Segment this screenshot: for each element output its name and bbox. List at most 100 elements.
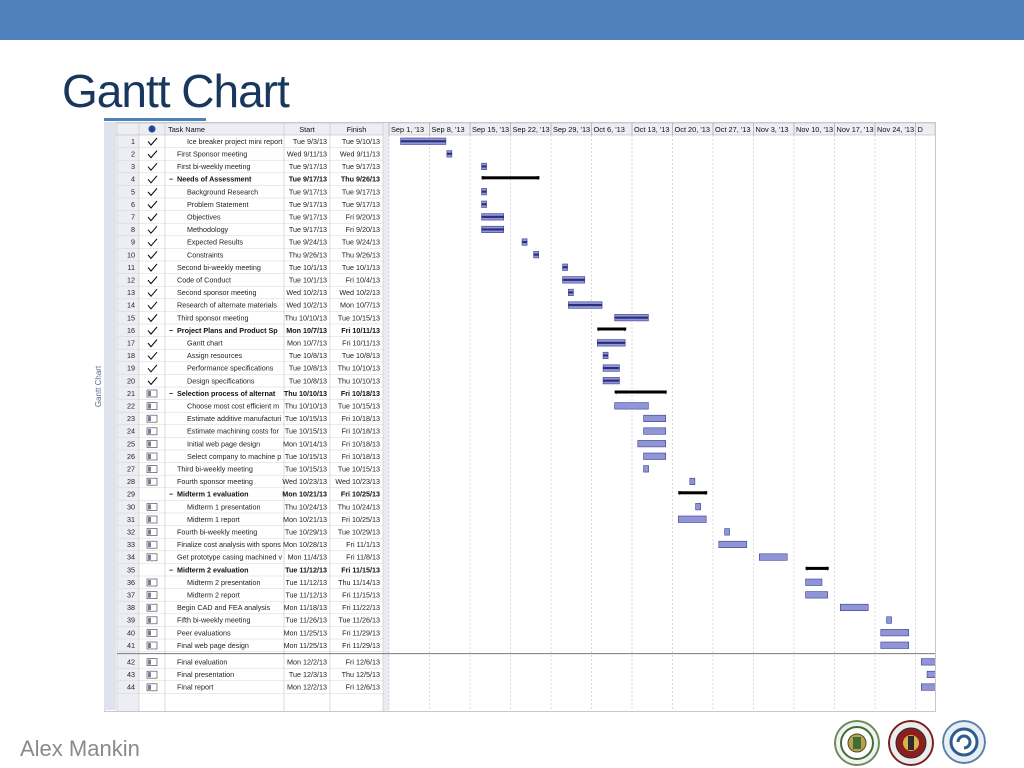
task-name: Estimate additive manufacturi xyxy=(187,414,282,423)
header-row-bg xyxy=(105,123,935,136)
task-start: Tue 10/15/13 xyxy=(285,452,327,461)
task-name: Performance specifications xyxy=(187,364,274,373)
task-name: Second sponsor meeting xyxy=(177,288,257,297)
week-header-label: Sep 8, '13 xyxy=(432,125,465,134)
task-start: Tue 10/29/13 xyxy=(285,528,327,537)
calendar-indicator-icon-detail xyxy=(148,592,151,598)
calendar-indicator-icon-detail xyxy=(148,630,151,636)
task-finish: Fri 10/18/13 xyxy=(342,414,380,423)
task-bar xyxy=(920,658,935,666)
task-progress-bar xyxy=(481,190,487,193)
task-id: 42 xyxy=(127,658,135,667)
calendar-indicator-icon xyxy=(146,477,158,486)
task-finish: Fri 10/25/13 xyxy=(342,515,380,524)
task-bar xyxy=(880,629,910,637)
task-finish: Fri 10/4/13 xyxy=(346,276,380,285)
task-id: 26 xyxy=(127,452,135,461)
task-id: 37 xyxy=(127,591,135,600)
task-id: 12 xyxy=(127,276,135,285)
summary-bar xyxy=(614,390,667,394)
calendar-indicator-icon-detail xyxy=(148,605,151,611)
task-bar xyxy=(643,414,667,423)
task-name: Final evaluation xyxy=(177,658,227,667)
task-name: Fourth bi-weekly meeting xyxy=(177,528,257,537)
task-start: Tue 10/1/13 xyxy=(289,276,327,285)
task-finish: Tue 9/17/13 xyxy=(342,162,380,171)
task-start: Mon 10/7/13 xyxy=(286,326,327,335)
completed-checkmark-icon xyxy=(147,225,158,235)
task-start: Tue 10/8/13 xyxy=(289,364,327,373)
task-id: 38 xyxy=(127,603,135,612)
task-name: Final report xyxy=(177,683,213,692)
task-name: Get prototype casing machined v xyxy=(177,553,282,562)
completed-checkmark-icon xyxy=(147,288,158,298)
task-finish: Fri 11/1/13 xyxy=(346,540,380,549)
task-id: 39 xyxy=(127,616,135,625)
calendar-indicator-icon xyxy=(146,528,158,536)
task-progress-bar xyxy=(481,228,504,231)
task-finish: Thu 10/10/13 xyxy=(338,364,380,373)
calendar-indicator-icon-detail xyxy=(148,580,151,585)
calendar-indicator-icon xyxy=(146,683,158,692)
calendar-indicator-icon-detail xyxy=(148,428,151,434)
task-id: 4 xyxy=(131,175,135,184)
task-start: Mon 12/2/13 xyxy=(287,658,327,667)
calendar-indicator-icon-detail xyxy=(148,659,151,665)
task-name: First Sponsor meeting xyxy=(177,150,247,159)
task-name: Needs of Assessment xyxy=(177,175,252,184)
title-accent-line xyxy=(104,118,206,121)
task-start: Mon 11/4/13 xyxy=(288,553,327,562)
task-id: 33 xyxy=(127,540,135,549)
task-finish: Thu 9/26/13 xyxy=(342,250,380,259)
calendar-indicator-icon-detail xyxy=(148,617,151,623)
calendar-indicator-icon-detail xyxy=(148,454,151,459)
task-id: 29 xyxy=(127,490,135,499)
task-id: 21 xyxy=(127,389,135,398)
task-finish: Fri 10/18/13 xyxy=(342,427,380,436)
task-bar xyxy=(718,540,748,549)
task-name: Code of Conduct xyxy=(177,276,231,285)
gantt-side-label: Gantt Chart xyxy=(94,122,116,710)
task-finish: Fri 10/25/13 xyxy=(341,490,380,499)
task-name: Midterm 2 report xyxy=(187,591,240,600)
task-name: Third bi-weekly meeting xyxy=(177,465,253,474)
task-id: 32 xyxy=(127,528,135,537)
task-finish: Fri 12/6/13 xyxy=(346,683,380,692)
task-finish: Wed 9/11/13 xyxy=(340,150,380,159)
week-header-label: D xyxy=(918,125,923,134)
task-id: 13 xyxy=(127,288,135,297)
task-progress-bar xyxy=(481,165,487,168)
week-header-label: Nov 17, '13 xyxy=(837,125,874,134)
task-bar xyxy=(880,641,910,649)
task-progress-bar xyxy=(562,266,568,269)
calendar-indicator-icon xyxy=(146,641,158,650)
completed-checkmark-icon xyxy=(147,137,158,146)
calendar-indicator-icon-detail xyxy=(148,529,151,535)
task-finish: Fri 11/29/13 xyxy=(342,628,380,637)
task-name: Estimate machining costs for xyxy=(187,427,279,436)
task-id: 6 xyxy=(131,200,135,209)
task-finish: Tue 10/29/13 xyxy=(338,528,380,537)
task-id: 16 xyxy=(127,326,135,335)
task-bar xyxy=(839,603,869,612)
task-name: Background Research xyxy=(187,187,258,196)
task-finish: Fri 11/8/13 xyxy=(346,553,380,562)
task-finish: Fri 11/22/13 xyxy=(342,603,380,612)
summary-bar-start-cap xyxy=(481,176,485,181)
collapse-toggle-icon: − xyxy=(169,389,173,398)
task-start: Tue 10/1/13 xyxy=(289,263,327,272)
table-chart-divider xyxy=(383,123,389,711)
task-start: Wed 10/2/13 xyxy=(286,301,327,310)
task-finish: Thu 12/5/13 xyxy=(342,670,380,679)
task-finish: Fri 11/15/13 xyxy=(342,591,380,600)
task-start: Tue 9/17/13 xyxy=(289,162,327,171)
task-id: 18 xyxy=(127,351,135,360)
task-start: Tue 12/3/13 xyxy=(289,670,327,679)
task-id: 35 xyxy=(127,565,135,574)
completed-checkmark-icon xyxy=(147,238,158,247)
week-header-label: Sep 15, '13 xyxy=(472,125,509,134)
task-finish: Tue 9/24/13 xyxy=(342,238,380,247)
task-finish: Fri 11/15/13 xyxy=(341,565,380,574)
task-progress-bar xyxy=(568,291,574,294)
task-name: Finalize cost analysis with spons xyxy=(177,540,281,549)
